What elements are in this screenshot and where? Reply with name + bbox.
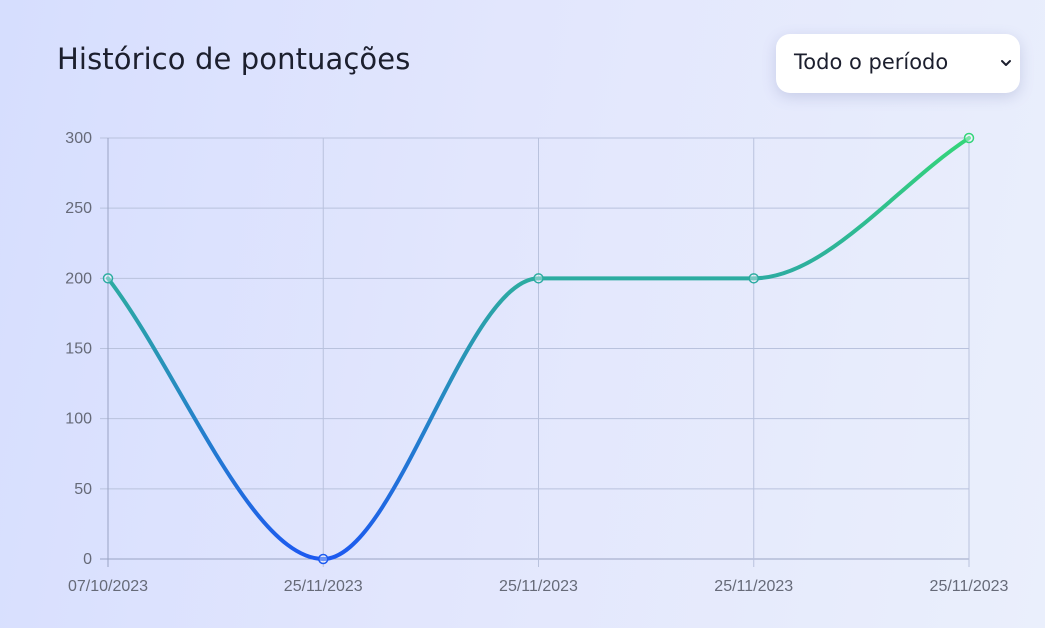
x-axis-ticks: 07/10/2023 25/11/2023 25/11/2023 25/11/2023… bbox=[68, 578, 1009, 595]
page-title: Histórico de pontuações bbox=[57, 42, 411, 76]
score-points bbox=[102, 132, 975, 565]
x-tick-label: 25/11/2023 bbox=[714, 578, 793, 595]
x-tick-label: 25/11/2023 bbox=[284, 578, 363, 595]
data-point[interactable] bbox=[963, 132, 975, 144]
y-tick-label: 150 bbox=[65, 341, 92, 358]
chart-grid bbox=[100, 137, 970, 567]
period-select-value: Todo o período bbox=[794, 50, 949, 74]
chevron-down-icon bbox=[1001, 60, 1011, 66]
y-tick-label: 50 bbox=[74, 481, 92, 498]
score-line bbox=[106, 136, 971, 561]
y-tick-label: 250 bbox=[65, 200, 92, 217]
y-tick-label: 100 bbox=[65, 411, 92, 428]
period-select[interactable]: Todo o período bbox=[776, 34, 1020, 93]
score-series bbox=[106, 136, 971, 561]
x-tick-label: 25/11/2023 bbox=[499, 578, 578, 595]
data-point[interactable] bbox=[318, 553, 329, 565]
y-tick-label: 300 bbox=[65, 130, 92, 147]
x-tick-label: 25/11/2023 bbox=[930, 578, 1009, 595]
x-tick-label: 07/10/2023 bbox=[68, 578, 148, 595]
data-point[interactable] bbox=[748, 273, 759, 284]
data-point[interactable] bbox=[102, 273, 114, 284]
y-tick-label: 0 bbox=[83, 551, 92, 568]
y-tick-label: 200 bbox=[65, 270, 92, 287]
data-point[interactable] bbox=[533, 273, 544, 284]
y-axis-ticks: 0 50 100 150 200 250 300 bbox=[65, 130, 92, 568]
